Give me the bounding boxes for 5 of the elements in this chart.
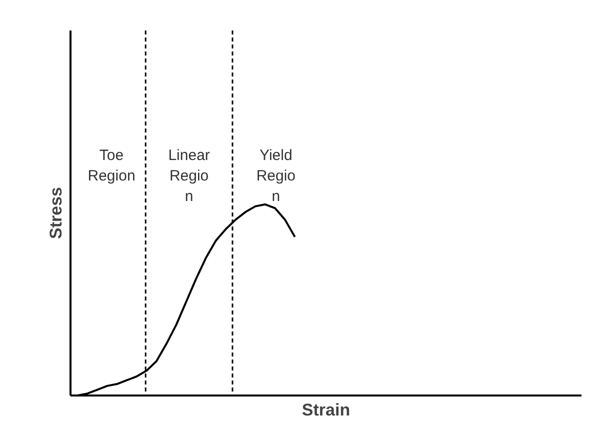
annotation: Yield Regio n [256,147,296,205]
annotation: Linear Regio n [168,147,210,205]
text: Toe Region [88,147,136,184]
y-axis-title: Stress [46,187,66,239]
x-axis-title: Strain [302,400,350,420]
